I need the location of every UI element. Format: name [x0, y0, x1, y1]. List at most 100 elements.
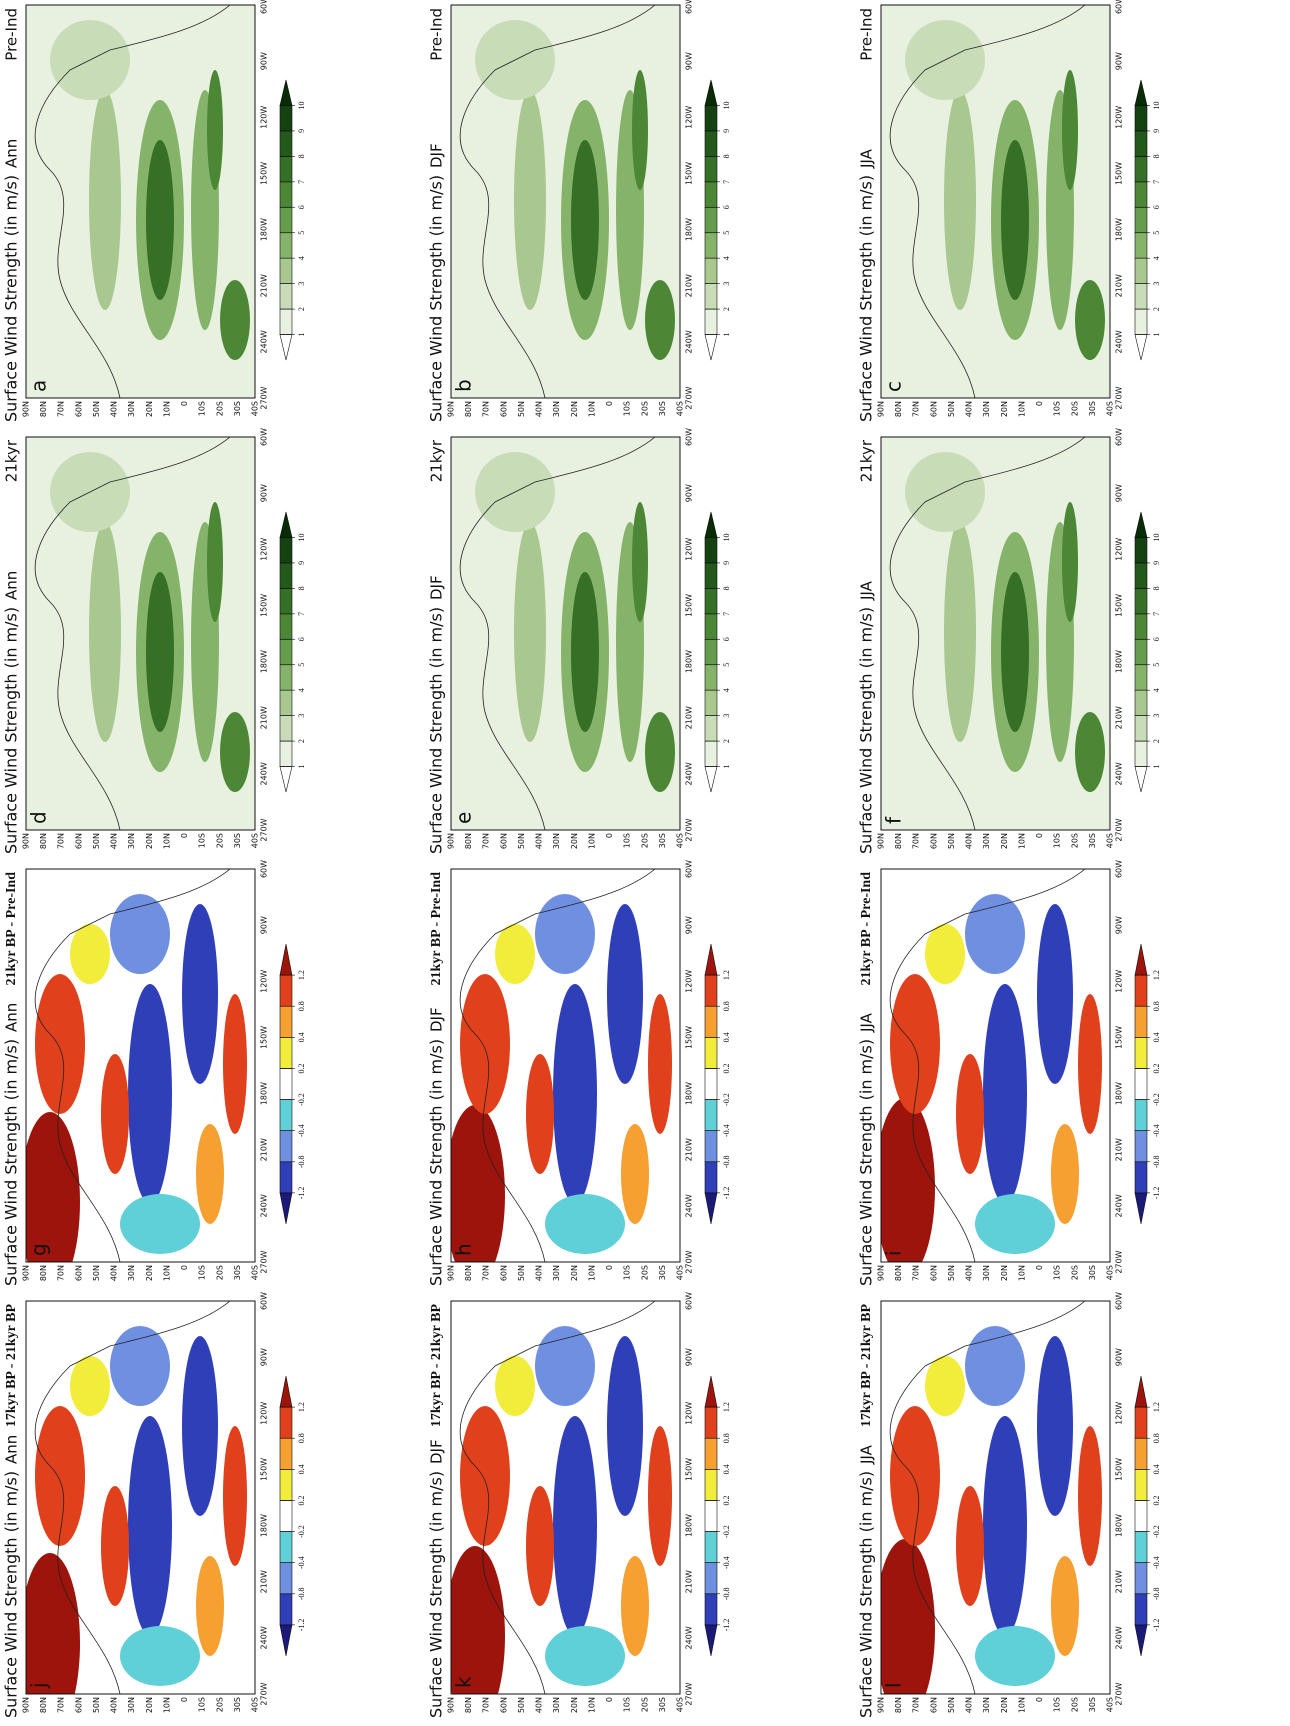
lat-tick-label: 30N — [127, 1265, 136, 1281]
colorbar-segment — [704, 105, 718, 132]
field-shading — [182, 1336, 218, 1516]
lat-tick-label: 40N — [965, 833, 974, 849]
colorbar-segment — [1134, 181, 1148, 208]
colorbar-tick-label: 10 — [1152, 101, 1161, 109]
panel-letter: l — [882, 1682, 906, 1688]
field-shading — [925, 1356, 965, 1416]
lon-tick-label: 180W — [260, 1514, 269, 1537]
lat-tick-label: 0 — [180, 1265, 189, 1270]
lon-tick-label: 60W — [1115, 1292, 1124, 1310]
colorbar-tick-label: -0.2 — [722, 1525, 731, 1538]
lon-tick-label: 60W — [260, 0, 269, 14]
colorbar-tick-label: 4 — [297, 256, 306, 260]
lat-tick-label: 60N — [74, 833, 83, 849]
colorbar-segment — [279, 334, 293, 361]
colorbar-segment — [279, 1624, 293, 1657]
colorbar-tick-label: 2 — [297, 739, 306, 743]
coastline — [889, 437, 1086, 830]
lat-tick-label: 90N — [22, 401, 31, 417]
colorbar-segment — [1134, 943, 1148, 976]
colorbar-tick-label: 4 — [722, 688, 731, 692]
colorbar-segment — [1134, 974, 1148, 1007]
colorbar-tick-label: 9 — [297, 561, 306, 565]
colorbar-segment — [279, 664, 293, 691]
colorbar-segment — [1134, 1192, 1148, 1225]
lat-tick-label: 90N — [22, 833, 31, 849]
lat-tick-label: 90N — [22, 1265, 31, 1281]
lat-tick-label: 40N — [110, 401, 119, 417]
period-label: 21kyr BP - Pre-Ind — [859, 872, 874, 986]
panel: Surface Wind Strength (in m/s) DJF 17kyr B… — [427, 1292, 731, 1718]
lat-tick-label: 30S — [658, 1697, 667, 1712]
lat-tick-label: 40S — [676, 401, 685, 416]
colorbar-segment — [704, 1562, 718, 1595]
field-shading — [89, 522, 121, 742]
lat-tick-label: 20S — [1070, 1697, 1079, 1712]
lat-tick-label: 40N — [535, 1697, 544, 1713]
lat-tick-label: 40S — [676, 1265, 685, 1280]
colorbar-tick-label: 0.4 — [297, 1464, 306, 1474]
colorbar-tick-label: -0.8 — [722, 1155, 731, 1168]
lat-tick-label: 20N — [1000, 833, 1009, 849]
lat-tick-label: 20N — [570, 833, 579, 849]
field-shading — [545, 1194, 625, 1254]
colorbar-segment — [1134, 79, 1148, 106]
lat-tick-label: 60N — [929, 1265, 938, 1281]
field-shading — [40, 290, 100, 398]
field-shading — [40, 722, 100, 830]
lat-tick-label: 30S — [1088, 833, 1097, 848]
period-label: 21kyr — [858, 439, 876, 482]
lon-tick-label: 270W — [260, 818, 269, 841]
field-shading — [956, 1486, 984, 1606]
lon-tick-label: 90W — [685, 1348, 694, 1366]
season-label: JJA — [858, 580, 876, 601]
field-shading — [944, 90, 976, 310]
lat-tick-label: 80N — [894, 833, 903, 849]
colorbar-segment — [279, 562, 293, 589]
colorbar-segment — [1134, 232, 1148, 259]
field-shading — [89, 90, 121, 310]
lat-tick-label: 70N — [912, 1697, 921, 1713]
colorbar-segment — [1134, 1037, 1148, 1069]
colorbar-tick-label: 1.2 — [297, 1402, 306, 1412]
lon-tick-label: 150W — [685, 162, 694, 185]
colorbar-tick-label: 7 — [1152, 180, 1161, 184]
lat-tick-label: 40S — [1106, 833, 1115, 848]
colorbar-segment — [704, 1406, 718, 1439]
colorbar-segment — [704, 1130, 718, 1163]
field-shading — [110, 1326, 170, 1406]
colorbar-segment — [279, 638, 293, 666]
map-frame — [880, 868, 1111, 1263]
colorbar-tick-label: 8 — [1152, 154, 1161, 158]
lon-tick-label: 270W — [685, 818, 694, 841]
field-shading — [514, 522, 546, 742]
colorbar-tick-label: 6 — [722, 205, 731, 209]
lon-tick-label: 180W — [1115, 1514, 1124, 1537]
lat-tick-label: 40S — [251, 1697, 260, 1712]
lon-tick-label: 210W — [260, 1570, 269, 1593]
lat-tick-label: 70N — [482, 1697, 491, 1713]
lon-tick-label: 210W — [260, 706, 269, 729]
lon-tick-label: 90W — [260, 1348, 269, 1366]
field-shading — [495, 924, 535, 984]
lat-tick-label: 20N — [570, 401, 579, 417]
lat-tick-label: 30S — [658, 833, 667, 848]
lon-tick-label: 120W — [260, 970, 269, 993]
lat-tick-label: 30N — [552, 1265, 561, 1281]
colorbar-segment — [1134, 664, 1148, 691]
lat-tick-label: 50N — [517, 1697, 526, 1713]
lon-tick-label: 180W — [260, 218, 269, 241]
colorbar-tick-label: -0.4 — [722, 1124, 731, 1137]
panel-letter: g — [27, 1243, 51, 1256]
colorbar-tick-label: 4 — [297, 688, 306, 692]
colorbar-segment — [1134, 206, 1148, 234]
colorbar-segment — [704, 232, 718, 259]
lat-tick-label: 10N — [162, 833, 171, 849]
field-shading — [956, 1054, 984, 1174]
colorbar-segment — [704, 1375, 718, 1408]
panel-title: Surface Wind Strength (in m/s) — [857, 175, 876, 422]
lat-tick-label: 40N — [535, 401, 544, 417]
lat-tick-label: 70N — [912, 1265, 921, 1281]
field-shading — [890, 974, 940, 1114]
panel-title: Surface Wind Strength (in m/s) — [427, 607, 446, 854]
